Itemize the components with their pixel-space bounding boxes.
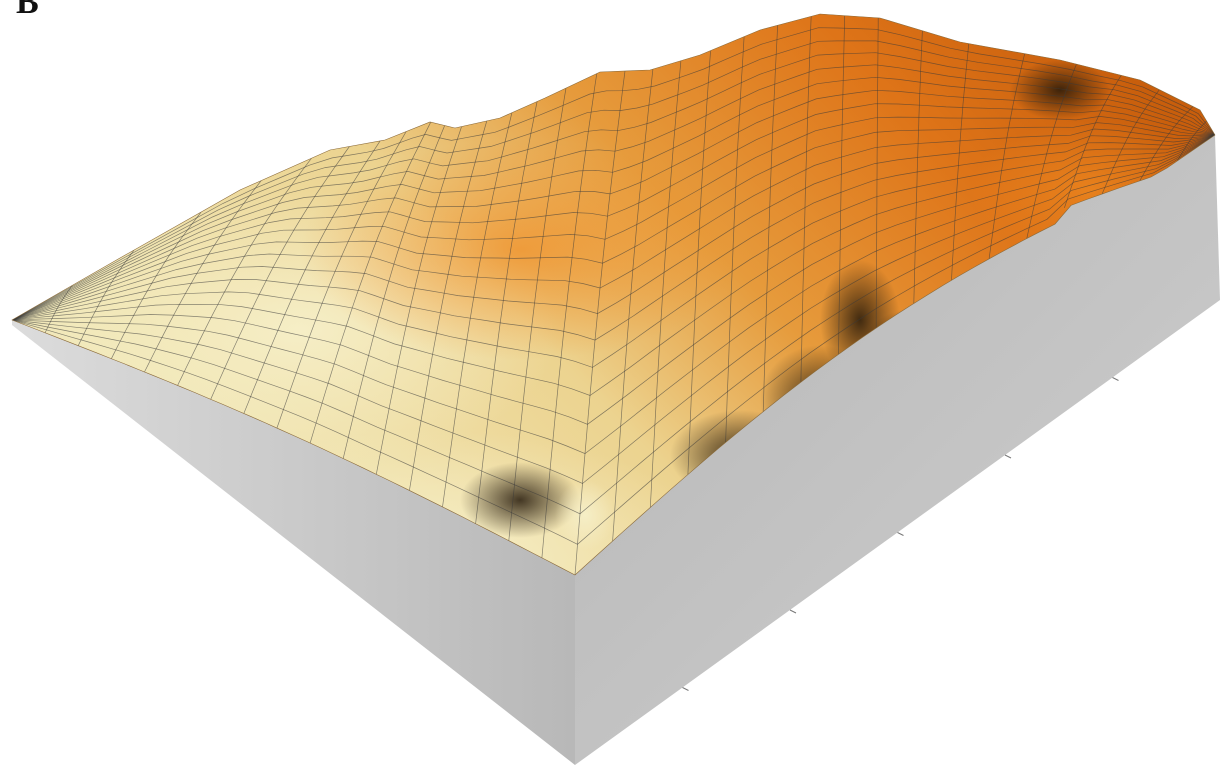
axis-tick (789, 609, 797, 614)
orange-glow-ridge (300, 140, 740, 360)
axis-ticks (682, 377, 1119, 691)
grid-line-v (12, 89, 1215, 321)
grid-line-v (12, 64, 1215, 321)
grid-line-v (12, 103, 1215, 321)
panel-label: B (16, 0, 39, 21)
grid-line-u (541, 73, 598, 558)
grid-line-v (12, 76, 1215, 321)
grid-line-v (12, 134, 1215, 341)
grid-line-v (12, 134, 1215, 368)
surface-grid (12, 15, 1215, 575)
grid-line-v (12, 134, 1215, 515)
grid-line-u (1064, 75, 1122, 209)
shadow-valley-4 (460, 462, 580, 538)
grid-line-v (12, 134, 1215, 425)
axis-tick (1112, 377, 1119, 381)
grid-line-v (12, 128, 1215, 321)
grid-line-u (309, 122, 432, 444)
grid-line-v (12, 116, 1215, 321)
pale-bump (555, 480, 615, 550)
axis-tick (682, 687, 689, 691)
shadow-valley-5 (1010, 60, 1110, 120)
axis-tick (1004, 454, 1012, 459)
axis-tick (897, 532, 904, 536)
front-side-wall (12, 320, 575, 765)
grid-line-v (12, 122, 1215, 321)
grid-line-v (12, 40, 1215, 321)
grid-line-v (12, 134, 1215, 484)
grid-line-v (12, 134, 1215, 396)
grid-line-v (12, 52, 1215, 321)
grid-line-v (12, 134, 1215, 321)
grid-line-v (12, 27, 1215, 321)
grid-line-v (12, 134, 1215, 545)
grid-line-v (12, 134, 1215, 455)
right-side-wall (575, 135, 1220, 765)
